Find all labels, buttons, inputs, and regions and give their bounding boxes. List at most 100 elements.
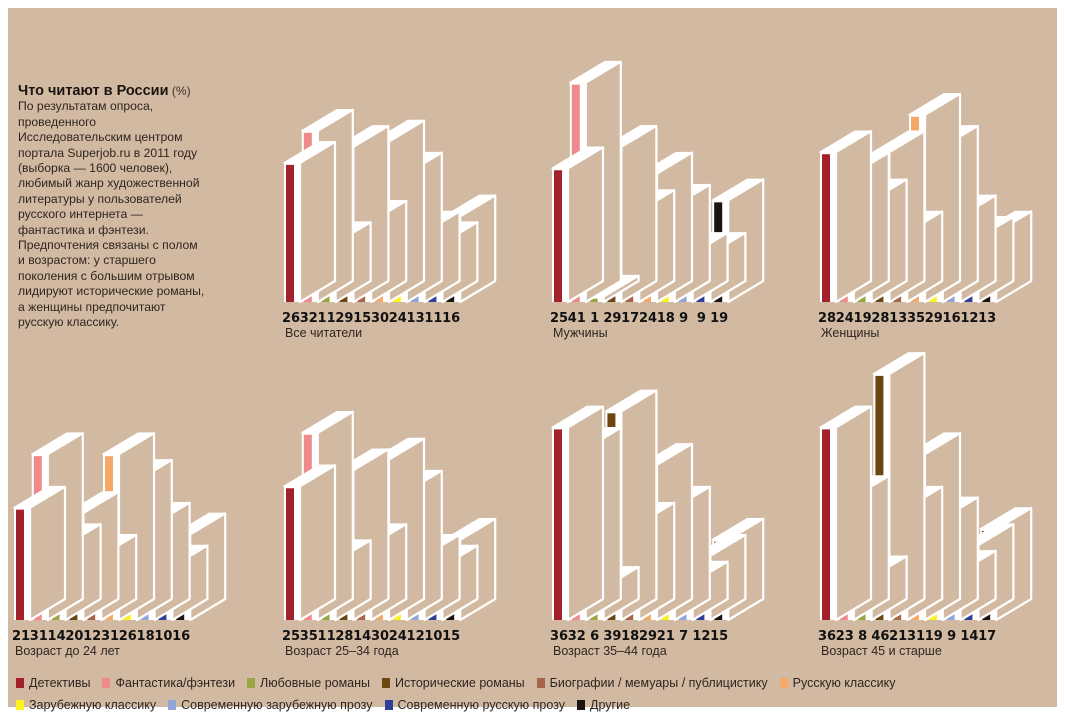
value-label: 10 <box>424 629 442 644</box>
intro-text-line: русского интернета — <box>18 207 143 222</box>
value-label: 46 <box>871 629 889 644</box>
intro-text-line: По результатам опроса, <box>18 99 154 114</box>
value-label: 9 <box>947 629 956 644</box>
legend-label: Современную зарубежную прозу <box>181 698 373 712</box>
value-label: 35 <box>300 629 318 644</box>
legend-swatch <box>102 678 111 688</box>
value-label: 28 <box>871 311 889 326</box>
bar-1 <box>286 488 294 620</box>
value-label: 24 <box>389 311 407 326</box>
bar-1 <box>286 164 294 302</box>
value-label: 17 <box>978 629 996 644</box>
legend-label: Русскую классику <box>792 676 896 690</box>
intro-text-line: Предпочтения связаны с полом <box>18 238 198 253</box>
value-label: 15 <box>710 629 728 644</box>
value-label: 31 <box>30 629 48 644</box>
intro-block: Что читают в России (%) По результатам о… <box>18 83 258 331</box>
value-label: 36 <box>818 629 836 644</box>
value-label: 15 <box>353 311 371 326</box>
value-label: 19 <box>710 311 728 326</box>
value-label: 14 <box>48 629 66 644</box>
value-label: 13 <box>889 311 907 326</box>
legend-item: Биографии / мемуары / публицистику <box>536 672 768 694</box>
value-label: 29 <box>639 629 657 644</box>
legend-label: Другие <box>590 698 631 712</box>
bar-1 <box>16 509 24 620</box>
legend-item: Любовные романы <box>247 672 370 694</box>
value-label: 31 <box>101 629 119 644</box>
value-label: 31 <box>907 629 925 644</box>
value-label: 17 <box>621 311 639 326</box>
legend-item: Современную русскую прозу <box>384 694 565 716</box>
value-label: 19 <box>854 311 872 326</box>
value-label: 15 <box>442 629 460 644</box>
value-label: 11 <box>318 311 336 326</box>
bar-depth-face <box>566 405 605 622</box>
value-label: 39 <box>603 629 621 644</box>
legend-swatch <box>536 678 545 688</box>
intro-text-line: русскую классику. <box>18 315 119 330</box>
value-label: 13 <box>407 311 425 326</box>
value-label: 16 <box>943 311 961 326</box>
legend-swatch <box>16 700 24 710</box>
value-label: 25 <box>282 629 300 644</box>
legend-item: Русскую классику <box>779 672 896 694</box>
group-label: Все читатели <box>285 326 362 340</box>
bar-depth-face <box>298 140 337 304</box>
value-label: 9 <box>697 311 706 326</box>
legend-item: Другие <box>577 694 630 716</box>
value-label: 13 <box>978 311 996 326</box>
value-label: 25 <box>550 311 568 326</box>
value-label: 10 <box>154 629 172 644</box>
legend-label: Фантастика/фэнтези <box>115 676 236 690</box>
value-label: 16 <box>172 629 190 644</box>
value-label: 21 <box>12 629 30 644</box>
value-label: 20 <box>65 629 83 644</box>
value-label: 6 <box>590 629 599 644</box>
value-label: 19 <box>925 629 943 644</box>
value-label: 18 <box>137 629 155 644</box>
value-label: 14 <box>960 629 978 644</box>
legend-item: Зарубежную классику <box>16 694 156 716</box>
bar-1 <box>554 429 562 620</box>
bar-1 <box>822 154 830 302</box>
value-label: 7 <box>679 629 688 644</box>
group-label: Женщины <box>821 326 879 340</box>
value-label: 24 <box>389 629 407 644</box>
value-label: 12 <box>83 629 101 644</box>
value-label: 26 <box>282 311 300 326</box>
group-label: Возраст 45 и старше <box>821 644 942 658</box>
legend-swatch <box>168 700 177 710</box>
legend-swatch <box>247 678 256 688</box>
intro-text-line: Исследовательским центром <box>18 130 183 145</box>
legend-swatch <box>577 700 586 710</box>
value-label: 21 <box>657 629 675 644</box>
group-label: Мужчины <box>553 326 608 340</box>
value-label: 26 <box>119 629 137 644</box>
value-label: 11 <box>424 311 442 326</box>
legend-label: Биографии / мемуары / публицистику <box>549 676 768 690</box>
value-label: 23 <box>836 629 854 644</box>
value-label: 29 <box>925 311 943 326</box>
value-label: 11 <box>318 629 336 644</box>
value-label: 32 <box>568 629 586 644</box>
intro-text-line: портала Superjob.ru в 2011 году <box>18 145 198 160</box>
intro-text-line: любимый жанр художественной <box>18 176 200 191</box>
group-label: Возраст до 24 лет <box>15 644 120 658</box>
legend-swatch <box>384 700 393 710</box>
value-label: 35 <box>907 311 925 326</box>
bar-3 <box>589 298 598 302</box>
bar-depth-face <box>834 405 873 622</box>
intro-text-line: фантастика и фэнтези. <box>18 222 149 237</box>
intro-unit: (%) <box>171 84 191 98</box>
legend-label: Детективы <box>29 676 91 690</box>
intro-text-line: поколения с большим отрывом <box>18 268 195 283</box>
value-label: 30 <box>371 629 389 644</box>
legend-item: Детективы <box>16 672 90 694</box>
value-label: 12 <box>407 629 425 644</box>
value-label: 8 <box>858 629 867 644</box>
value-label: 18 <box>621 629 639 644</box>
intro-text-line: а женщины предпочитают <box>18 299 166 314</box>
